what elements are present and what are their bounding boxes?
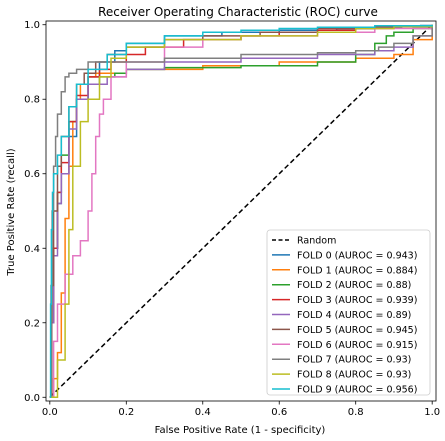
legend-label: FOLD 3 (AUROC = 0.939) xyxy=(297,295,417,306)
legend-label: FOLD 9 (AUROC = 0.956) xyxy=(297,385,417,396)
y-axis-label: True Positive Rate (recall) xyxy=(6,148,17,276)
x-tick-label: 0.4 xyxy=(195,407,211,418)
legend-label: FOLD 2 (AUROC = 0.88) xyxy=(297,280,411,291)
y-tick-label: 0.2 xyxy=(24,318,40,329)
y-tick-label: 0.6 xyxy=(24,169,40,180)
y-tick-label: 1.0 xyxy=(24,20,40,31)
legend-label: FOLD 8 (AUROC = 0.93) xyxy=(297,370,411,381)
legend: Random FOLD 0 (AUROC = 0.943) FOLD 1 (AURO… xyxy=(267,230,430,396)
x-tick-label: 0.2 xyxy=(118,407,134,418)
legend-label: FOLD 1 (AUROC = 0.884) xyxy=(297,265,417,276)
x-tick-label: 1.0 xyxy=(424,407,440,418)
x-axis-label: False Positive Rate (1 - specificity) xyxy=(155,425,326,436)
legend-label: FOLD 0 (AUROC = 0.943) xyxy=(297,250,417,261)
y-tick-label: 0.0 xyxy=(24,393,40,404)
legend-label: FOLD 4 (AUROC = 0.89) xyxy=(297,310,411,321)
legend-label: FOLD 6 (AUROC = 0.915) xyxy=(297,340,417,351)
legend-label: FOLD 5 (AUROC = 0.945) xyxy=(297,325,417,336)
legend-label: FOLD 7 (AUROC = 0.93) xyxy=(297,355,411,366)
chart-title: Receiver Operating Characteristic (ROC) … xyxy=(98,5,378,19)
y-tick-label: 0.8 xyxy=(24,95,40,106)
x-tick-label: 0.0 xyxy=(42,407,58,418)
x-tick-label: 0.6 xyxy=(271,407,287,418)
y-tick-label: 0.4 xyxy=(24,244,40,255)
legend-label: Random xyxy=(297,236,336,247)
x-tick-label: 0.8 xyxy=(348,407,364,418)
